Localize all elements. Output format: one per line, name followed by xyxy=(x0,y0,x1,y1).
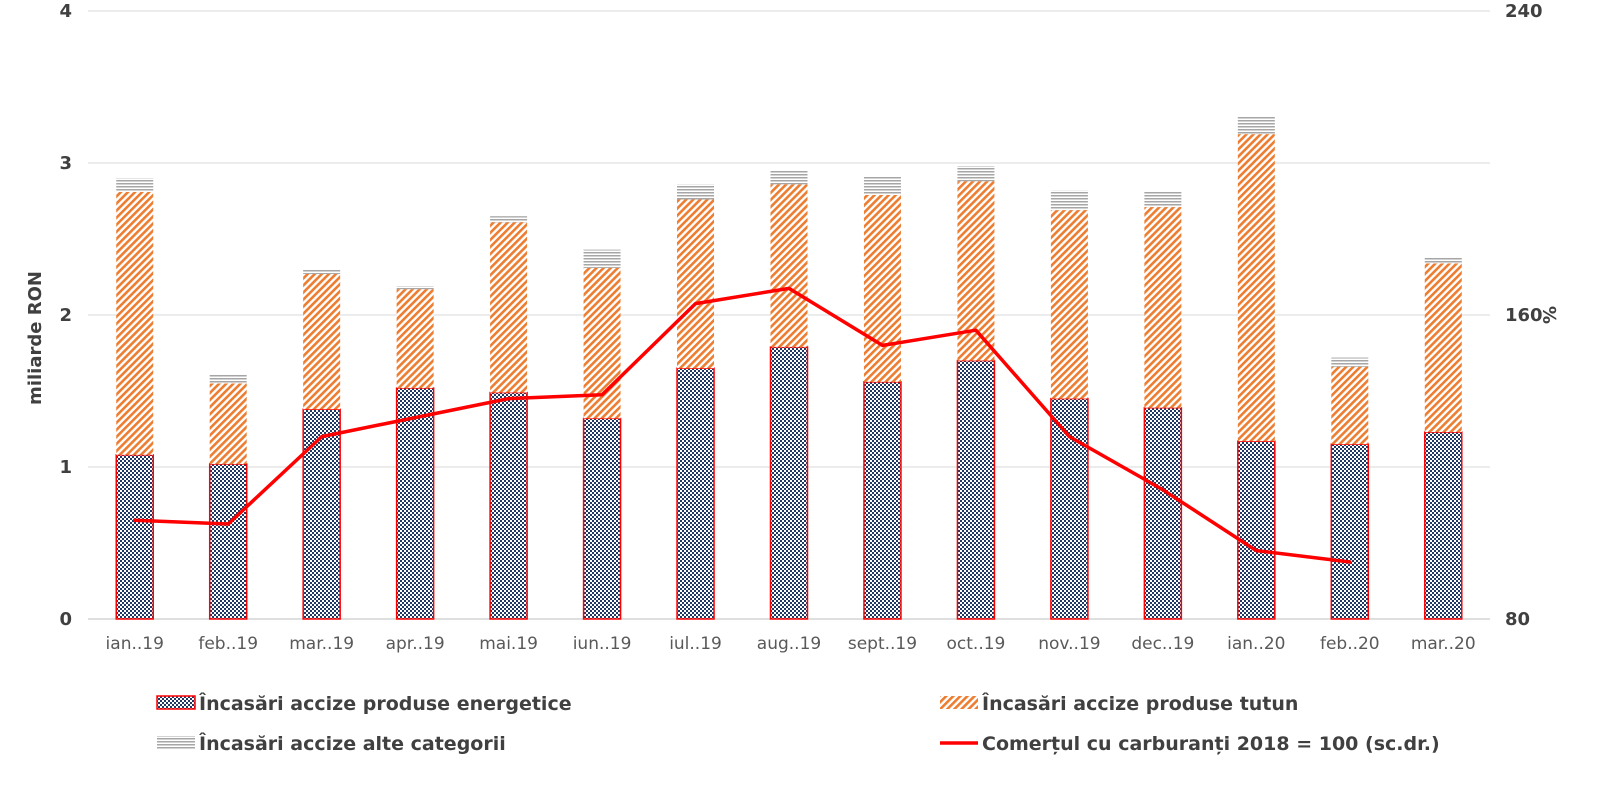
bar-segment-3 xyxy=(116,178,154,192)
bar-segment-3 xyxy=(209,374,247,384)
y2-tick-label: 160 xyxy=(1505,305,1543,326)
x-tick-label: mar..20 xyxy=(1411,634,1476,654)
bar-segment-3 xyxy=(1237,115,1275,135)
y-tick-label: 1 xyxy=(59,457,72,478)
bar-segment-2 xyxy=(677,199,715,369)
bar-segment-2 xyxy=(1050,210,1088,399)
bar-segment-2 xyxy=(116,191,154,455)
bar-segment-3 xyxy=(677,184,715,200)
bar-segment-1 xyxy=(115,454,154,620)
legend-swatch xyxy=(156,695,196,710)
legend-label: Încasări accize produse tutun xyxy=(982,692,1298,715)
bar-segment-2 xyxy=(1424,263,1462,433)
x-tick-label: dec..19 xyxy=(1131,634,1194,654)
x-tick-label: ian..19 xyxy=(106,634,164,654)
x-tick-label: oct..19 xyxy=(947,634,1006,654)
bar-segment-2 xyxy=(1331,366,1369,445)
x-tick-label: aug..19 xyxy=(757,634,821,654)
y2-tick-label: 80 xyxy=(1505,609,1530,630)
x-tick-label: iun..19 xyxy=(573,634,632,654)
bar-segment-3 xyxy=(303,269,341,274)
x-tick-label: ian..20 xyxy=(1227,634,1285,654)
bar-segment-1 xyxy=(582,417,622,620)
x-tick-label: mai.19 xyxy=(479,634,538,654)
x-tick-label: feb..19 xyxy=(198,634,258,654)
x-tick-label: apr..19 xyxy=(386,634,445,654)
bar-segment-2 xyxy=(1144,207,1182,408)
bar-segment-1 xyxy=(1143,406,1183,620)
y-tick-label: 4 xyxy=(59,1,72,22)
line-series xyxy=(132,286,1352,564)
bar-segment-3 xyxy=(863,176,901,195)
legend-label: Încasări accize produse energetice xyxy=(199,692,572,715)
bar-segment-3 xyxy=(1424,257,1462,264)
bar-segment-3 xyxy=(583,249,621,268)
fuel-trade-line xyxy=(132,286,1352,564)
bar-segment-1 xyxy=(956,359,996,620)
y-tick-label: 0 xyxy=(59,609,72,630)
bar-segment-3 xyxy=(396,286,434,290)
bar-segment-3 xyxy=(770,170,808,185)
bar-segment-2 xyxy=(396,289,434,388)
bar-segment-3 xyxy=(490,216,528,223)
x-tick-label: mar..19 xyxy=(289,634,354,654)
bar-segment-1 xyxy=(489,391,528,620)
bar-segment-2 xyxy=(863,194,901,382)
bar-segment-1 xyxy=(395,387,435,620)
bar-segment-3 xyxy=(1144,191,1182,208)
bar-segment-1 xyxy=(1237,440,1276,620)
legend-swatch xyxy=(940,696,978,709)
bar-segment-1 xyxy=(1424,431,1463,620)
y-axis-label: miliarde RON xyxy=(25,271,46,405)
bar-segment-1 xyxy=(302,408,341,620)
bar-segment-1 xyxy=(208,463,248,620)
bar-segment-3 xyxy=(957,166,995,182)
bar-segment-1 xyxy=(676,367,715,620)
y-tick-label: 2 xyxy=(59,305,72,326)
bar-segment-1 xyxy=(769,346,809,620)
bar-segment-2 xyxy=(770,184,808,347)
y-tick-label: 3 xyxy=(59,153,72,174)
axes: 0 1 2 3 4 80 160 240 ian..19 feb..19 mar..19 apr..1… xyxy=(59,1,1542,654)
bar-segment-1 xyxy=(1330,443,1370,620)
x-tick-label: iul..19 xyxy=(669,634,722,654)
bar-segment-1 xyxy=(863,381,902,620)
bar-segment-2 xyxy=(209,383,247,464)
legend: Încasări accize produse energetice Încasă… xyxy=(156,692,1440,755)
bar-segment-2 xyxy=(303,273,341,410)
x-tick-label: feb..20 xyxy=(1320,634,1380,654)
bar-segment-3 xyxy=(1331,357,1369,367)
legend-label: Încasări accize alte categorii xyxy=(199,732,506,755)
bar-segment-3 xyxy=(1050,190,1088,211)
bar-segment-2 xyxy=(1237,134,1275,442)
legend-label: Comerțul cu carburanți 2018 = 100 (sc.dr… xyxy=(982,733,1440,755)
x-tick-label: nov..19 xyxy=(1038,634,1100,654)
y2-axis-label: % xyxy=(1540,306,1561,324)
bars xyxy=(115,115,1463,620)
y2-tick-label: 240 xyxy=(1505,1,1543,22)
bar-segment-1 xyxy=(1050,397,1089,620)
legend-swatch xyxy=(157,736,195,749)
bar-segment-2 xyxy=(490,222,528,393)
x-tick-label: sept..19 xyxy=(848,634,917,654)
